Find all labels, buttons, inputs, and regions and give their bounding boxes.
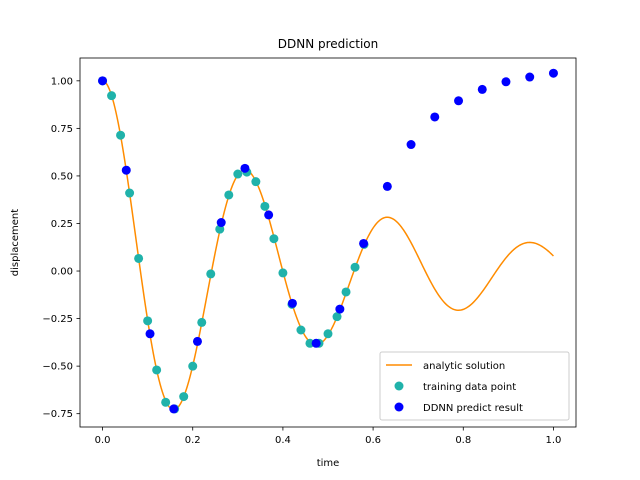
ddnn-predict-point: [264, 210, 274, 220]
x-tick-label: 0.4: [275, 435, 291, 446]
training-data-point: [197, 317, 207, 327]
x-tick-label: 0.2: [185, 435, 201, 446]
ddnn-predict-point: [311, 338, 321, 348]
training-data-point: [233, 169, 243, 179]
ddnn-predict-point: [287, 298, 297, 308]
legend-marker-training-data-point: [394, 381, 404, 391]
legend-box: [379, 351, 570, 421]
training-data-point: [269, 234, 279, 244]
ddnn-predict-point: [145, 329, 155, 339]
training-data-point: [251, 177, 261, 187]
training-data-point: [224, 190, 234, 200]
ddnn-predict-point: [525, 72, 535, 82]
training-data-point: [206, 269, 216, 279]
ddnn-predict-point: [382, 181, 392, 191]
ddnn-predict-point: [216, 218, 226, 228]
training-data-point: [278, 268, 288, 278]
training-data-point: [341, 287, 351, 297]
ddnn-predict-point: [454, 96, 464, 106]
x-axis-label: time: [317, 458, 340, 469]
ddnn-predict-point: [98, 76, 108, 86]
ddnn-predict-point: [335, 304, 345, 314]
legend-label-ddnn-predict-result: DDNN predict result: [423, 403, 523, 414]
ddnn-predict-point: [169, 404, 179, 414]
training-data-point: [305, 338, 315, 348]
ddnn-predict-point: [477, 84, 487, 94]
y-tick-label: 0.75: [51, 124, 73, 135]
ddnn-predict-point: [121, 165, 131, 175]
training-data-point: [296, 325, 306, 335]
training-data-point: [350, 262, 360, 272]
ddnn-predict-point: [359, 238, 369, 248]
plot-area: [98, 68, 558, 414]
x-tick-label: 0.8: [455, 435, 471, 446]
training-data-point: [323, 329, 333, 339]
ddnn-predict-point: [430, 112, 440, 122]
y-tick-label: 0.25: [51, 219, 73, 230]
y-tick-label: 0.00: [51, 267, 73, 278]
y-tick-label: 1.00: [51, 76, 73, 87]
ddnn-predict-point: [548, 68, 558, 78]
training-data-point: [188, 361, 198, 371]
y-axis-label: displacement: [10, 209, 21, 276]
legend-label-training-data-point: training data point: [423, 382, 516, 393]
y-axis: −0.75 −0.50 −0.25 0.00 0.25 0.50 0.75 1.00: [42, 76, 80, 420]
x-tick-label: 0.0: [95, 435, 111, 446]
legend-label-analytic-solution: analytic solution: [423, 361, 505, 372]
y-tick-label: −0.75: [42, 409, 73, 420]
plot-frame: [79, 57, 577, 428]
y-tick-label: −0.25: [42, 314, 73, 325]
training-data-point: [152, 365, 162, 375]
chart-title: DDNN prediction: [278, 37, 378, 51]
ddnn-predict-point: [406, 140, 416, 150]
training-data-point: [161, 397, 171, 407]
training-data-point: [260, 201, 270, 211]
training-data-point: [134, 253, 144, 263]
training-data-point: [332, 312, 342, 322]
y-tick-label: 0.50: [51, 171, 73, 182]
legend: analytic solution training data point DD…: [379, 351, 570, 421]
y-tick-label: −0.50: [42, 362, 73, 373]
training-data-point: [116, 130, 126, 140]
x-tick-label: 0.6: [365, 435, 381, 446]
training-data-point: [107, 91, 117, 101]
training-data-point: [143, 316, 153, 326]
ddnn-predict-point: [501, 77, 511, 87]
x-tick-label: 1.0: [546, 435, 562, 446]
training-data-point: [179, 392, 189, 402]
x-axis: 0.0 0.2 0.4 0.6 0.8 1.0: [95, 427, 562, 446]
legend-marker-ddnn-predict-result: [394, 402, 404, 412]
ddnn-predict-point: [192, 336, 202, 346]
training-data-point: [125, 188, 135, 198]
ddnn-predict-point: [240, 163, 250, 173]
